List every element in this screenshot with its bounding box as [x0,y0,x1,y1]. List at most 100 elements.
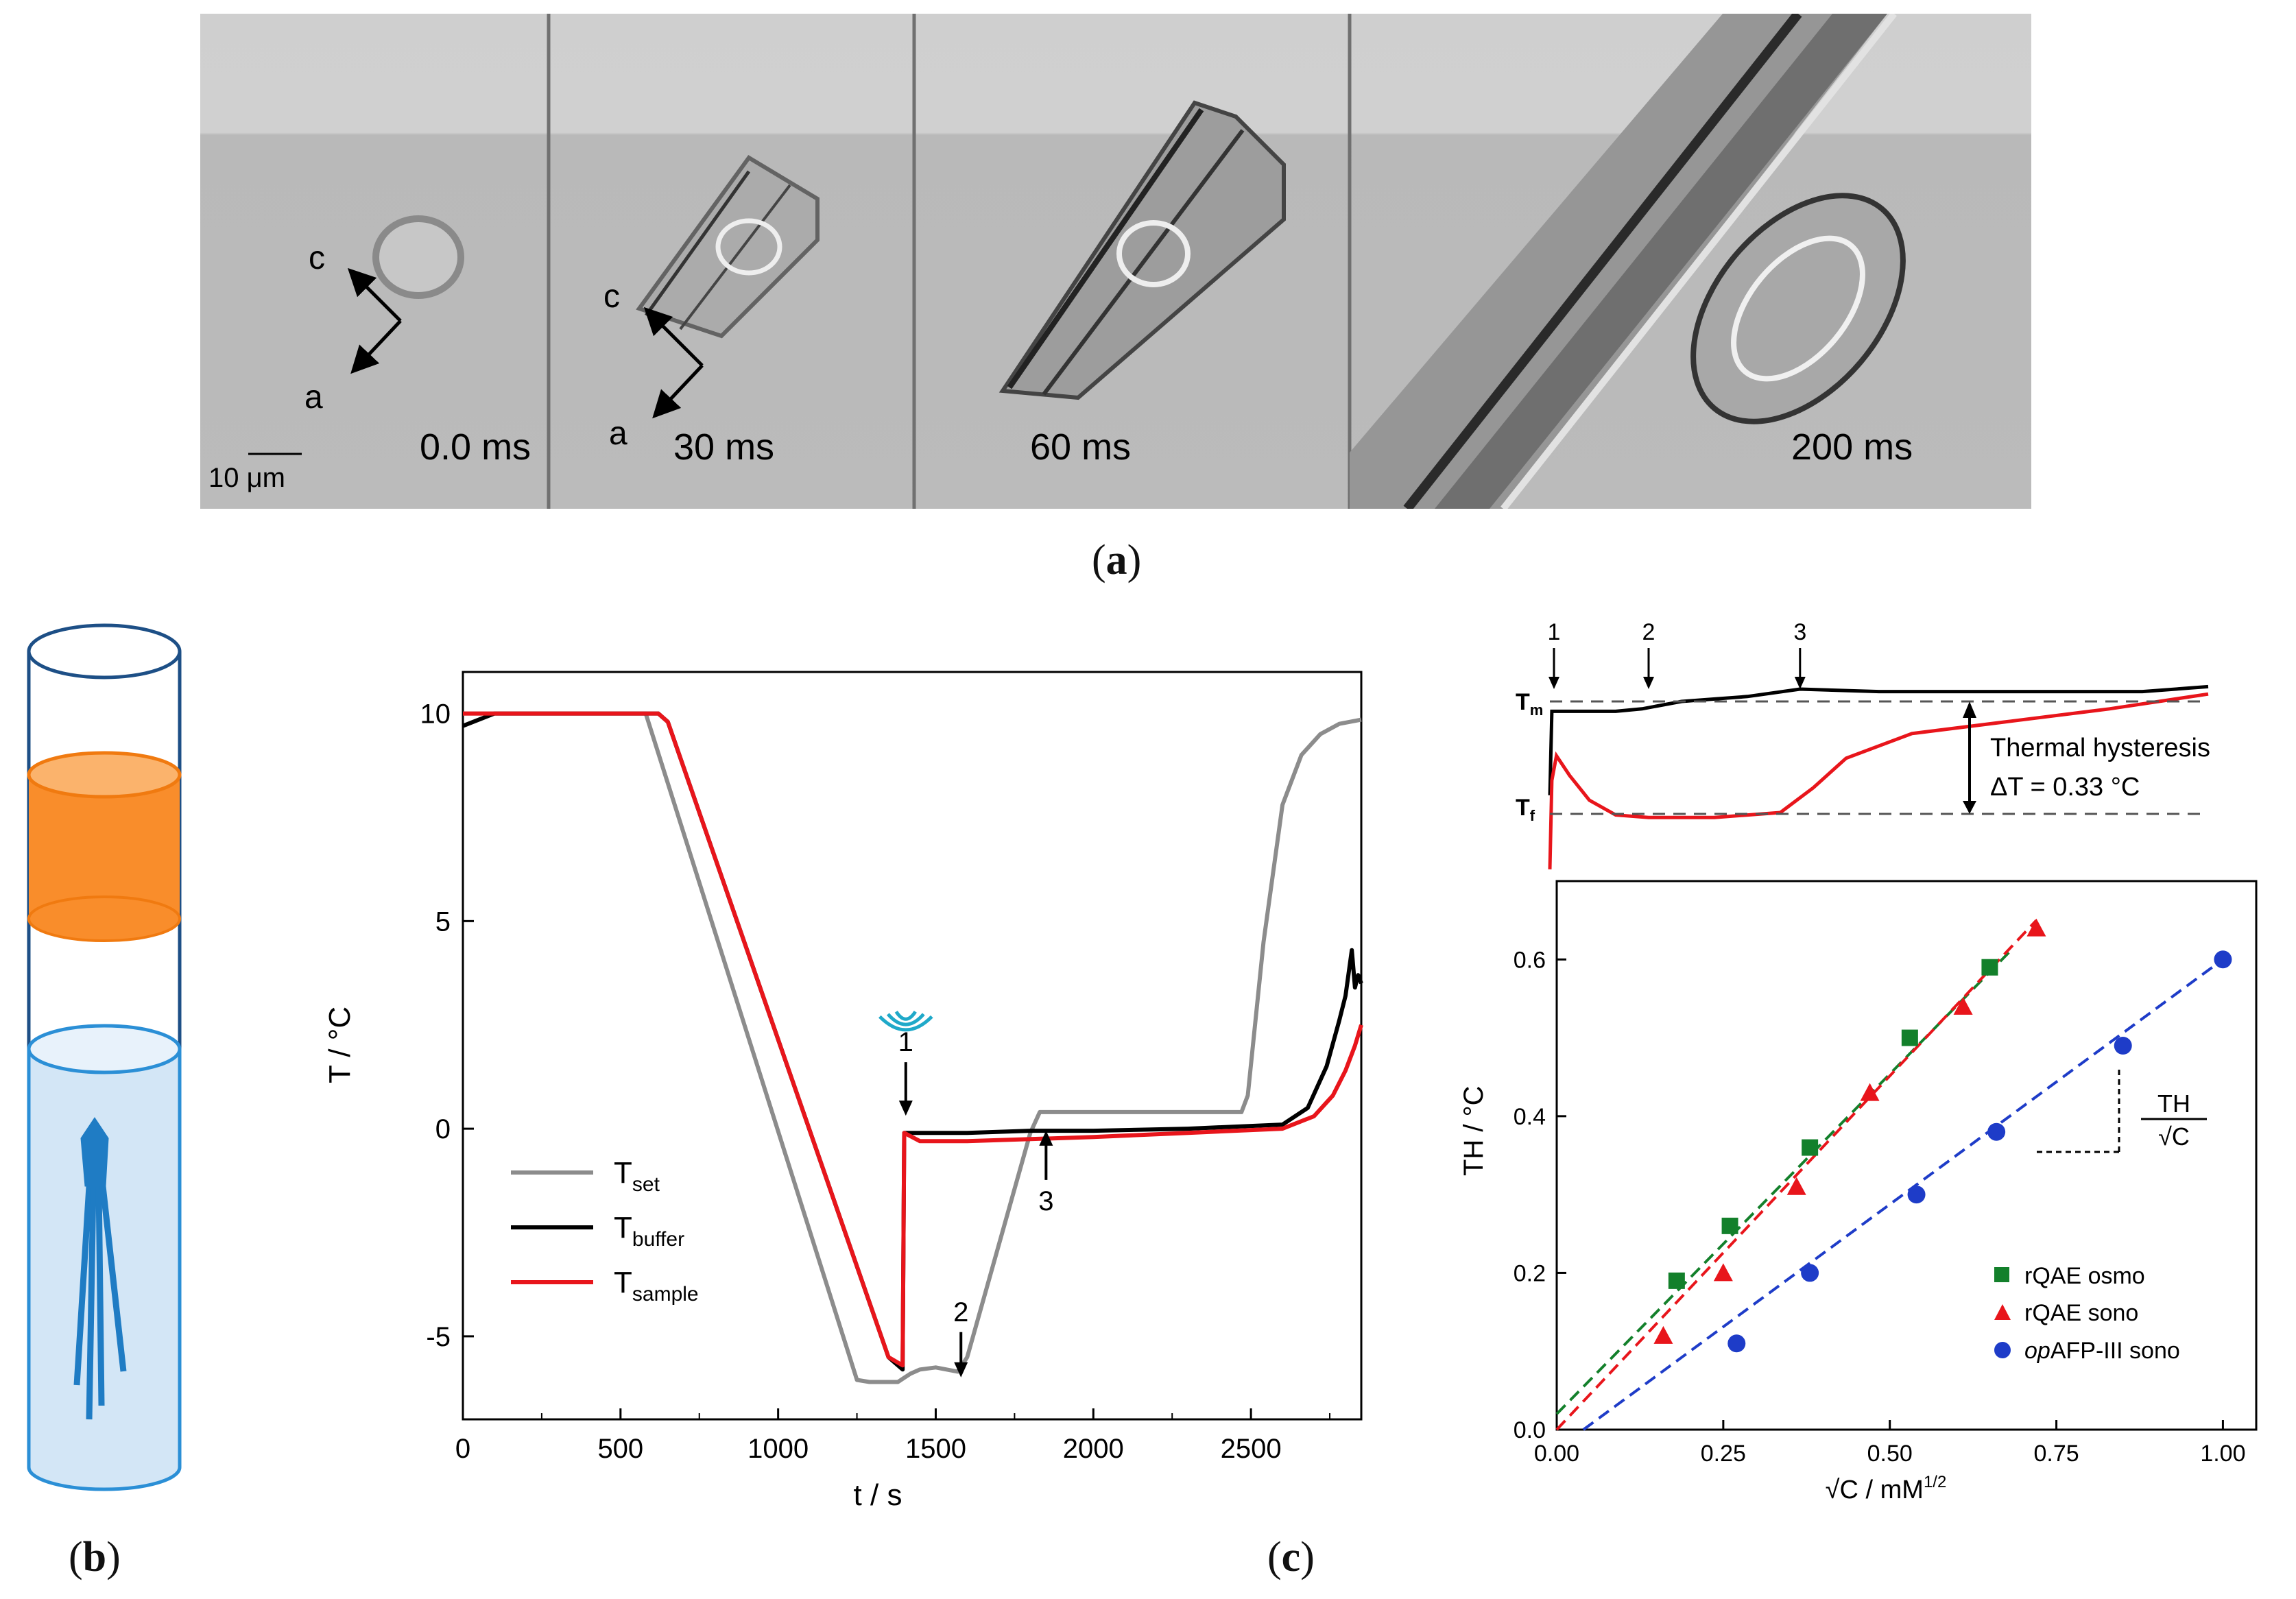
x-tick-label: 1000 [748,1434,809,1464]
y-tick-label-b: 0.2 [1514,1260,1546,1286]
crystal-60ms [998,100,1286,400]
data-point [1653,1325,1673,1344]
slope-numerator: TH [2157,1090,2190,1118]
legend-marker-opafp [1994,1342,2011,1358]
data-point [2026,918,2046,937]
slope-indicator: TH √C [2037,1070,2207,1153]
x-tick-label: 2500 [1221,1434,1282,1464]
sound-wave-icon [878,1015,933,1032]
fit-line [1555,919,2037,1431]
trace-sample [1548,692,2209,869]
data-point [1860,1083,1880,1101]
crystal-30ms [636,155,820,339]
data-point [1802,1139,1819,1156]
legend-rqae-sono: rQAE sono [2024,1300,2138,1326]
time-30ms: 30 ms [673,426,774,468]
trace-marker-label: 2 [1642,619,1655,645]
x-tick-label: 500 [597,1434,643,1464]
data-point [1721,1217,1738,1234]
y-tick-label: 0 [435,1114,451,1144]
scale-bar-label: 10 μm [208,463,285,493]
time-0ms: 0.0 ms [420,426,531,468]
x-tick-label: 1500 [905,1434,966,1464]
axis-c-label-0ms: c [309,240,325,276]
crystal-200ms [1350,14,1906,509]
annotation-3-label: 3 [1038,1186,1053,1216]
data-point [2114,1037,2132,1055]
orange-plug [29,775,180,919]
plot-frame-b [1555,880,2258,1431]
y-axis-label-b: TH / °C [1459,1085,1489,1176]
data-point [1907,1186,1926,1204]
tm-label: Tm [1516,689,1543,719]
crystal-axes-30ms [643,306,704,419]
data-point [1668,1272,1685,1289]
x-tick-label-b: 0.75 [2033,1441,2079,1467]
micrograph-strip: c a c a 0.0 ms 30 ms 60 ms 200 ms 10 μm [200,14,2031,509]
y-tick-label: 10 [420,699,451,730]
axis-a-label-0ms: a [304,379,323,416]
annotation-2-label: 2 [953,1297,968,1327]
legend-b: rQAE osmo rQAE sono opAFP-III sono [1994,1263,2180,1364]
panel-label-a: (a) [1092,537,1142,584]
series-tsample [463,711,1363,1368]
data-point [1981,959,1998,976]
sound-wave-icon [886,1013,925,1026]
annotation-1-label: 1 [898,1027,913,1057]
x-tick-label-b: 0.50 [1867,1441,1913,1467]
legend-marker-rqae-osmo [1994,1267,2009,1282]
trace-marker-label: 1 [1548,619,1561,645]
sound-wave-icon [894,1010,917,1021]
legend-tsample: Tsample [614,1266,699,1306]
y-tick-label-b: 0.0 [1514,1417,1546,1443]
plot-frame [462,671,1363,1421]
x-tick-label-b: 0.25 [1701,1441,1746,1467]
data-point [1786,1177,1806,1195]
trace-marker-arrowhead [1548,677,1559,689]
legend-rqae-osmo: rQAE osmo [2024,1263,2145,1289]
y-axis-label: T / °C [323,1007,357,1083]
annotation-2-arrowhead [954,1362,968,1378]
legend-tbuffer: Tbuffer [614,1211,684,1251]
th-vs-concentration-chart: 0.00 0.25 0.50 0.75 1.00 0.0 0.2 0.4 0.6 TH √C r… [1459,880,2258,1504]
legend-marker-rqae-sono [1994,1304,2011,1320]
x-tick-label-b: 1.00 [2200,1441,2245,1467]
y-tick-label-b: 0.6 [1514,947,1546,973]
x-tick-label: 0 [455,1434,470,1464]
fit-line [1582,958,2224,1431]
annotation-3-arrowhead [1039,1130,1053,1146]
trace-marker-label: 3 [1793,619,1806,645]
probe-icon [73,1117,127,1420]
x-axis-label: t / s [854,1478,902,1512]
data-point [1727,1334,1746,1353]
fit-line [1555,950,2011,1415]
data-point [1801,1264,1819,1282]
slope-denominator: √C [2158,1122,2190,1151]
crystal-axes-0ms [347,267,402,374]
data-point [1953,996,1973,1015]
trace-marker-arrowhead [1794,677,1806,689]
y-tick-label: 5 [435,906,451,937]
y-tick-label-b: 0.4 [1514,1104,1546,1130]
time-200ms: 200 ms [1791,426,1913,468]
axis-c-label-30ms: c [603,278,620,315]
legend-opafp-sono: opAFP-III sono [2024,1338,2180,1364]
panel-label-b: (b) [69,1534,121,1580]
tf-label: Tf [1516,795,1535,824]
series-tset [463,711,1362,1384]
crystal-0ms [372,215,464,299]
thermal-hysteresis-title: Thermal hysteresis [1990,734,2210,762]
sample-tube-illustration [27,623,182,1491]
x-axis-label-b: √C / mM1/2 [1826,1473,1947,1504]
y-tick-label: -5 [426,1322,451,1352]
time-60ms: 60 ms [1030,426,1131,468]
panel-label-c: (c) [1267,1534,1315,1580]
axis-a-label-30ms: a [609,416,627,452]
trace-reference [1548,684,2209,795]
x-tick-label: 2000 [1063,1434,1124,1464]
trace-marker-arrowhead [1643,677,1654,689]
annotation-1-arrowhead [898,1101,913,1116]
temperature-time-chart: 0 500 1000 1500 2000 2500 -5 0 5 10 1 2 3 T / °C t … [323,671,1363,1512]
legend: Tset Tbuffer Tsample [511,1156,699,1306]
legend-tset: Tset [614,1156,660,1196]
